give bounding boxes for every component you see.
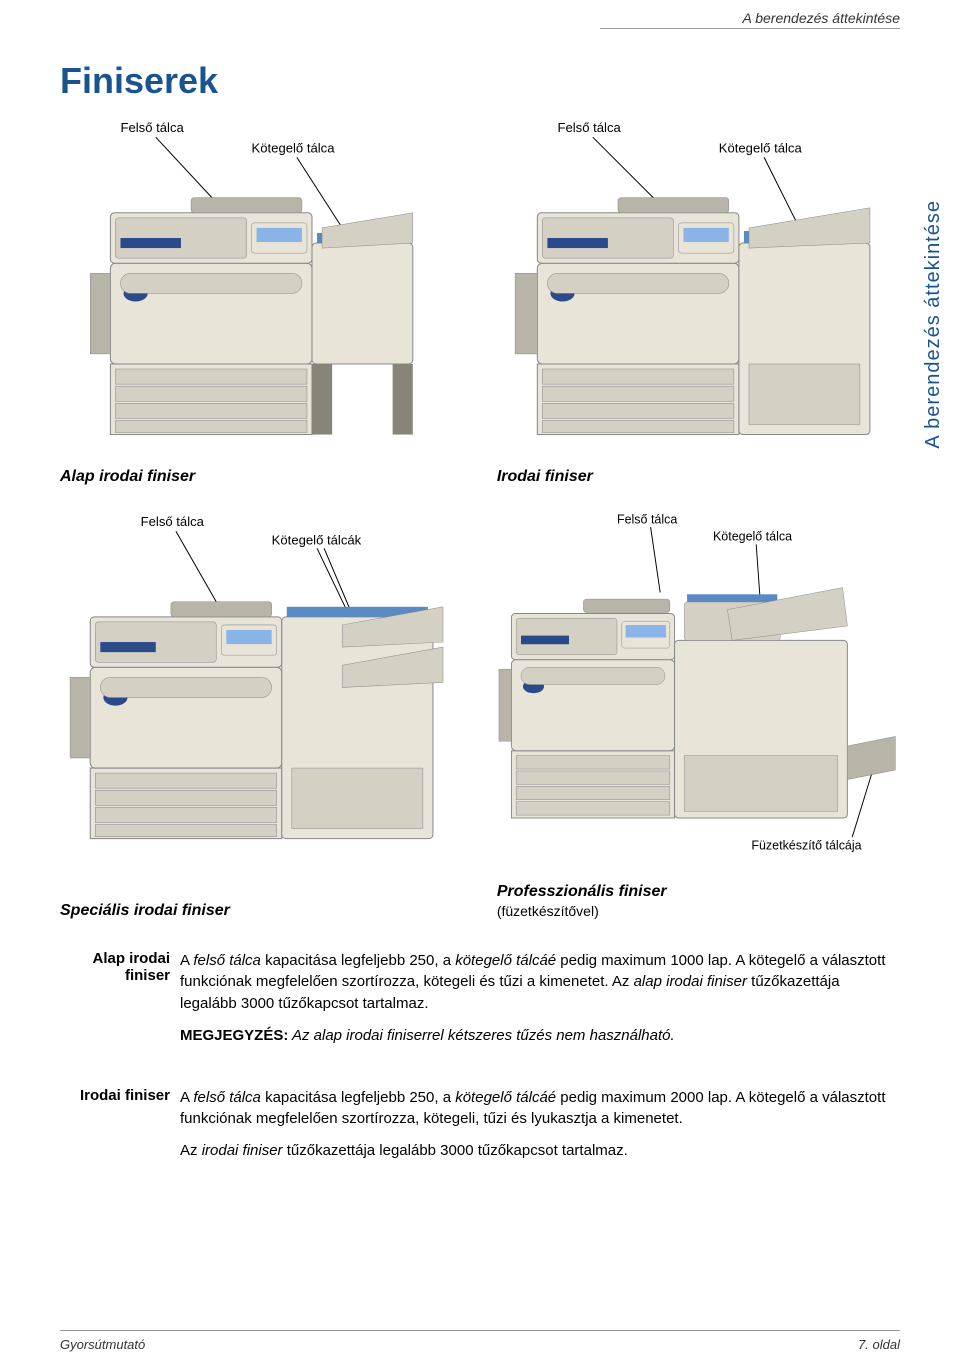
desc-text: A felső tálca kapacitása legfeljebb 250,…	[180, 950, 900, 1057]
label-felso-talca: Felső tálca	[617, 512, 677, 526]
label-felso-talca: Felső tálca	[557, 120, 621, 135]
figure-professzionalis: Felső tálca Kötegelő tálca	[497, 506, 900, 920]
printer-icon	[70, 601, 443, 838]
label-kotegelo-talca: Kötegelő tálca	[713, 529, 792, 543]
figure-irodai: Felső tálca Kötegelő tálca	[497, 112, 900, 486]
printer-illustration: Felső tálca Kötegelő tálcák	[60, 506, 463, 889]
desc-irodai: Irodai finiser A felső tálca kapacitása …	[60, 1087, 900, 1172]
printer-illustration: Felső tálca Kötegelő tálca	[497, 112, 900, 455]
desc-label: Alap irodai finiser	[60, 950, 180, 1057]
figure-alap-irodai: Felső tálca Kötegelő tálca	[60, 112, 463, 486]
printer-icon	[90, 198, 413, 435]
label-kotegelo-talca: Kötegelő tálca	[719, 140, 803, 155]
figure-caption: Speciális irodai finiser	[60, 902, 463, 920]
label-felso-talca: Felső tálca	[120, 120, 184, 135]
desc-alap-irodai: Alap irodai finiser A felső tálca kapaci…	[60, 950, 900, 1057]
desc-text: A felső tálca kapacitása legfeljebb 250,…	[180, 1087, 900, 1172]
label-felso-talca: Felső tálca	[141, 514, 205, 529]
footer-left: Gyorsútmutató	[60, 1337, 145, 1352]
label-kotegelo-talcak: Kötegelő tálcák	[272, 532, 362, 547]
figure-caption: Professzionális finiser	[497, 883, 900, 901]
printer-illustration: Felső tálca Kötegelő tálca	[497, 506, 900, 871]
page-title: Finiserek	[60, 60, 900, 102]
printer-icon	[499, 587, 895, 817]
printer-illustration: Felső tálca Kötegelő tálca	[60, 112, 463, 455]
figure-caption: Irodai finiser	[497, 468, 900, 486]
figure-caption: Alap irodai finiser	[60, 468, 463, 486]
figure-row-2: Felső tálca Kötegelő tálcák	[60, 506, 900, 920]
side-tab-label: A berendezés áttekintése	[922, 200, 945, 449]
label-kotegelo-talca: Kötegelő tálca	[252, 140, 336, 155]
figure-specialis: Felső tálca Kötegelő tálcák	[60, 506, 463, 920]
printer-icon	[515, 198, 870, 435]
footer-right: 7. oldal	[858, 1337, 900, 1352]
section-header: A berendezés áttekintése	[600, 10, 900, 29]
figure-sub-caption: (füzetkészítővel)	[497, 903, 900, 919]
desc-label: Irodai finiser	[60, 1087, 180, 1172]
page-footer: Gyorsútmutató 7. oldal	[60, 1330, 900, 1352]
label-fuzetkeszito: Füzetkészítő tálcája	[751, 838, 861, 852]
figure-row-1: Felső tálca Kötegelő tálca	[60, 112, 900, 486]
